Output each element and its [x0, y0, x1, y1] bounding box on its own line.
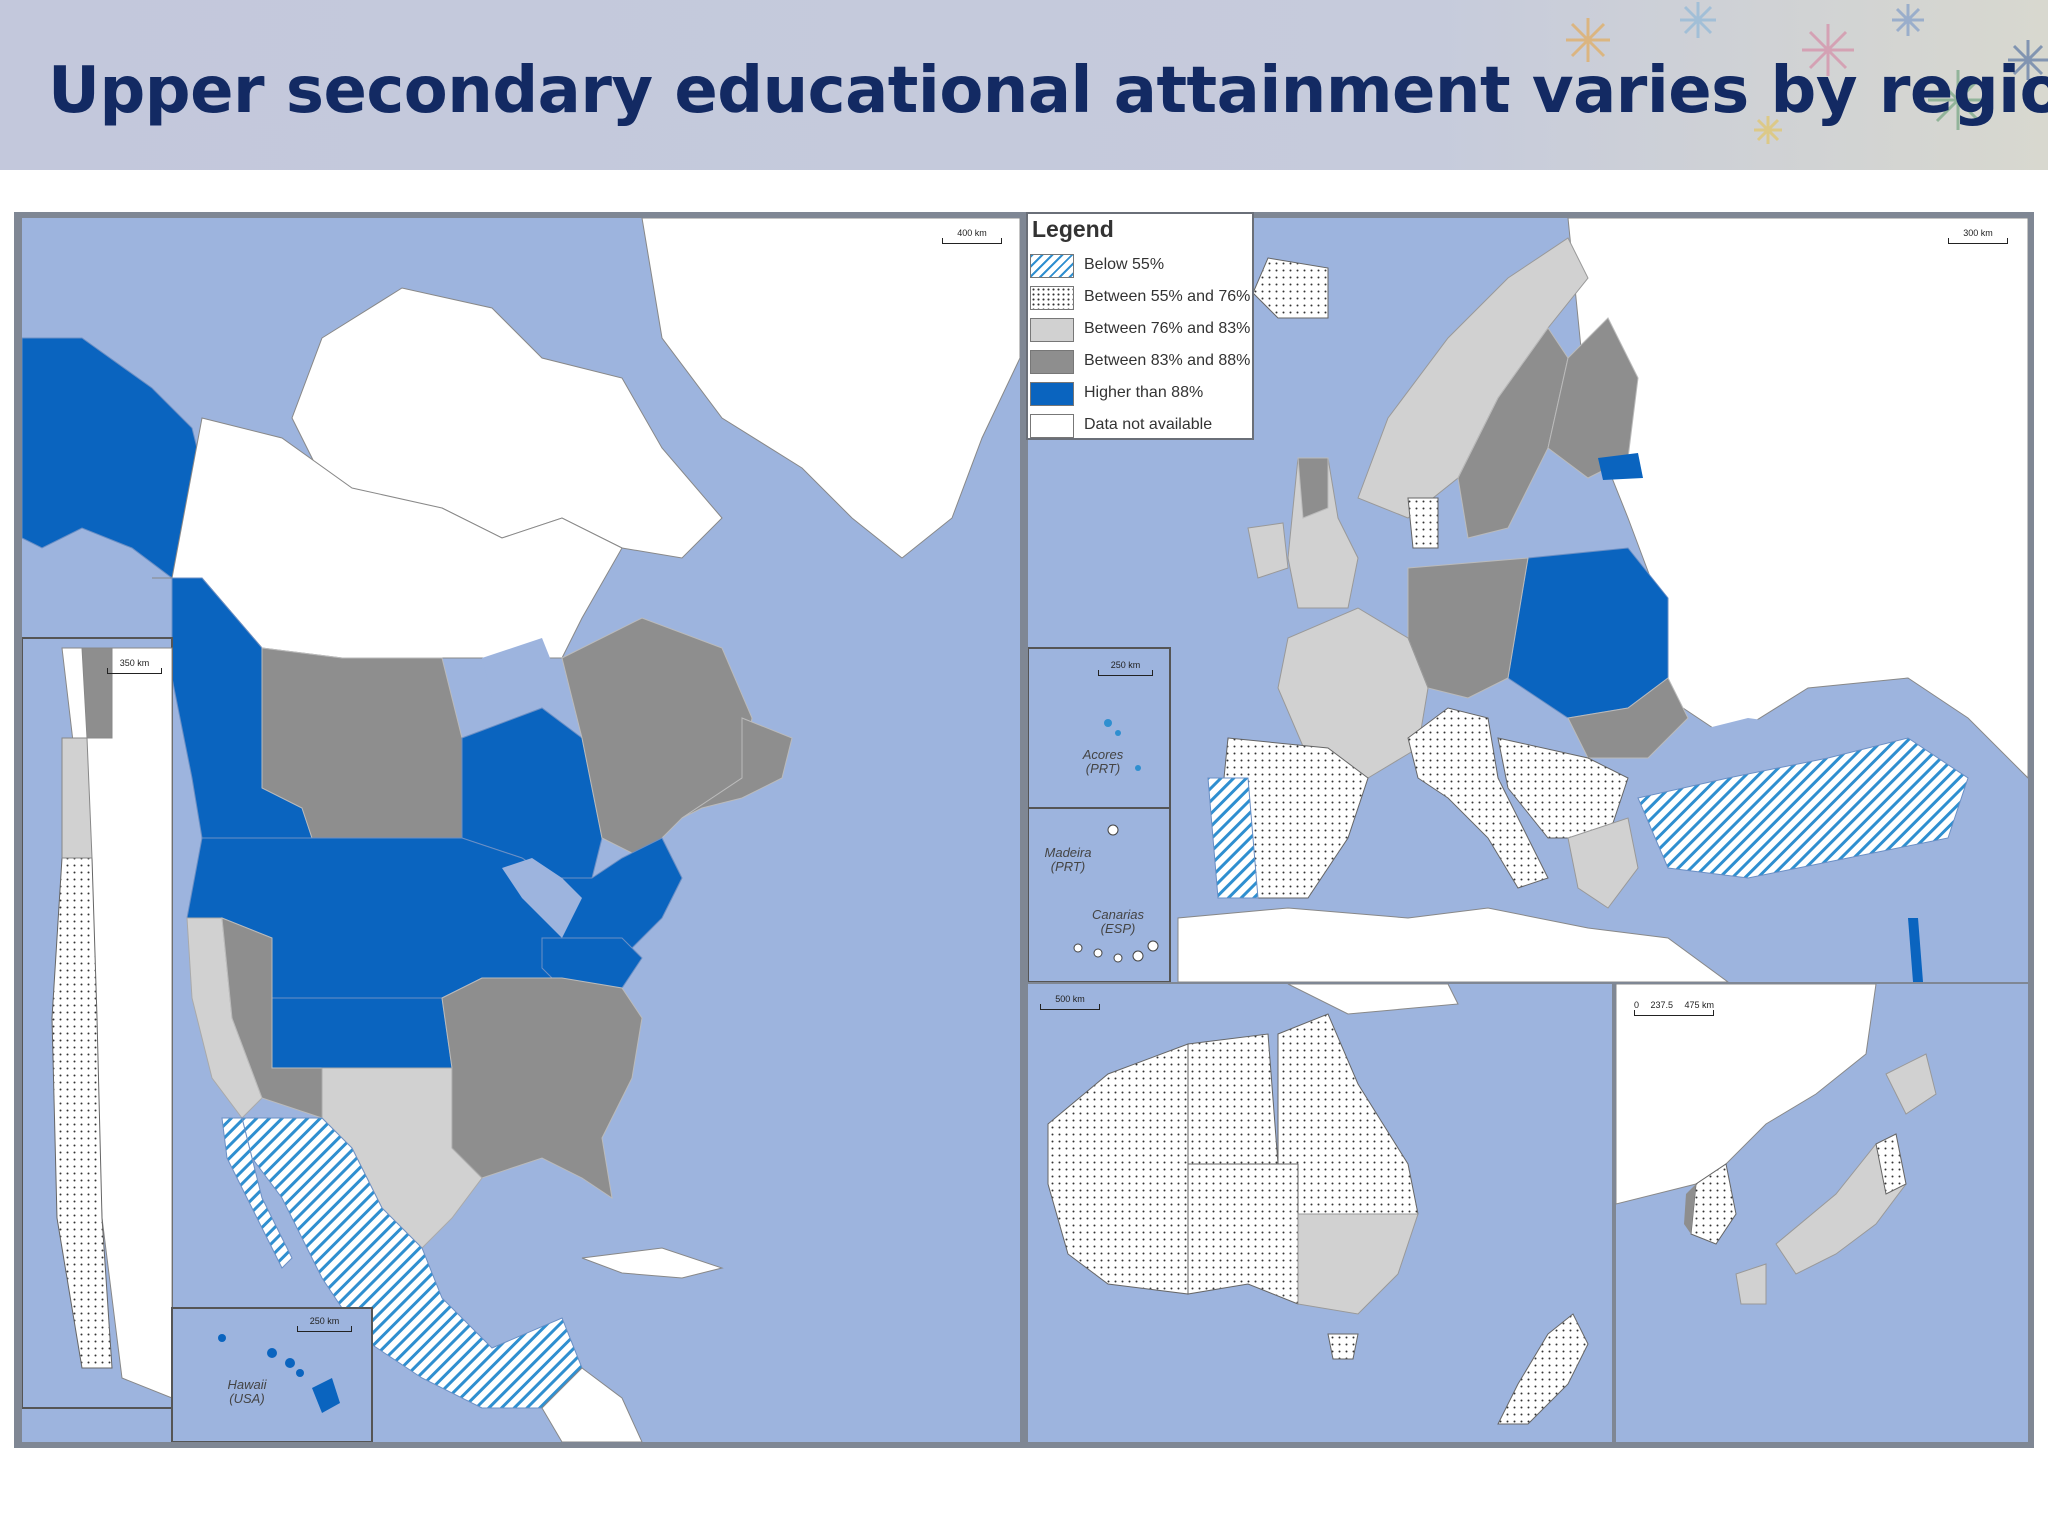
black-sea — [1668, 718, 1818, 768]
scale-label: 500 km — [1055, 994, 1085, 1004]
scale-tick-1: 237.5 — [1650, 1000, 1674, 1010]
south-australia-region — [1187, 1163, 1299, 1305]
us-southern-states-region — [441, 977, 643, 1200]
scale-bar-atlantic: 250 km — [1098, 660, 1153, 676]
hudson-bay — [482, 638, 562, 708]
azores-label: Acores (PRT) — [1082, 747, 1124, 776]
scale-tick-0: 0 — [1634, 1000, 1640, 1010]
legend-title: Legend — [1032, 216, 1114, 242]
central-america-region — [541, 1367, 643, 1442]
western-australia-region — [1047, 1043, 1189, 1295]
madeira-label: Madeira (PRT) — [1044, 845, 1092, 874]
atlantic-canada-region — [681, 717, 793, 819]
legend-swatch — [1030, 414, 1074, 438]
scale-bar-hawaii: 250 km — [297, 1316, 352, 1332]
legend-label: Between 76% and 83% — [1084, 320, 1251, 337]
scale-label: 300 km — [1963, 228, 1993, 238]
scale-bar-australia: 500 km — [1040, 994, 1100, 1010]
scale-label: 250 km — [1110, 660, 1141, 670]
chile-north-region — [61, 737, 93, 859]
map-north-america[interactable]: 400 km 350 km 250 km Hawaii (USA) — [22, 218, 1020, 1442]
atlantic-islands-inset-box — [1028, 647, 1171, 982]
queensland-region — [1277, 1013, 1419, 1215]
greenland-region — [641, 218, 1020, 559]
eastern-europe-nodata-region — [1567, 218, 2028, 779]
alaska-region — [22, 337, 203, 579]
chile-top-region — [81, 647, 113, 739]
slide-header: Upper secondary educational attainment v… — [0, 0, 2048, 170]
papua-region — [1287, 984, 1459, 1015]
map-east-asia[interactable]: 0 237.5 475 km — [1616, 984, 2028, 1442]
scale-label: 250 km — [309, 1316, 340, 1326]
legend-swatch — [1030, 254, 1074, 278]
scale-bar-europe: 300 km — [1948, 228, 2008, 244]
scale-bar-chile: 350 km — [107, 658, 162, 674]
legend-label: Data not available — [1084, 416, 1213, 433]
map-europe[interactable]: 300 km 250 km Acores (PRT) Madeira (PRT)… — [1028, 218, 2028, 982]
flower-decoration-icon — [1566, 2, 2048, 144]
legend-label: Between 55% and 76% — [1084, 288, 1251, 305]
hawaii-inset-box — [171, 1307, 373, 1442]
korea-region — [1690, 1163, 1737, 1245]
new-zealand-region — [1497, 1313, 1589, 1425]
australia-map — [1047, 984, 1589, 1425]
israel-region — [1908, 918, 1923, 982]
legend-swatch — [1030, 286, 1074, 310]
great-lakes — [502, 858, 582, 938]
asian-mainland-region — [1616, 984, 1877, 1205]
italy-region — [1407, 707, 1549, 889]
north-america-map — [22, 218, 1020, 1442]
ireland-region — [1247, 522, 1289, 579]
scale-tick-2: 475 km — [1684, 1000, 1714, 1010]
scale-label: 350 km — [119, 658, 150, 668]
legend-label: Between 83% and 88% — [1084, 352, 1251, 369]
slide-title: Upper secondary educational attainment v… — [48, 54, 2048, 128]
baja-region — [221, 1117, 293, 1269]
legend-swatch — [1030, 350, 1074, 374]
hawaii-label: Hawaii (USA) — [227, 1377, 267, 1406]
europe-map — [1028, 218, 2028, 982]
tasmania-region — [1327, 1333, 1359, 1360]
legend-label: Higher than 88% — [1084, 384, 1204, 401]
map-australia[interactable]: 500 km — [1028, 984, 1612, 1442]
cuba-region — [581, 1247, 724, 1279]
scale-label: 400 km — [957, 228, 987, 238]
hawaii-region — [312, 1378, 340, 1413]
scale-bar-east-asia: 0 237.5 475 km — [1634, 1000, 1714, 1016]
canarias-label: Canarias (ESP) — [1091, 907, 1145, 936]
scale-bar-north-america: 400 km — [942, 228, 1002, 244]
estonia-region — [1598, 453, 1643, 480]
turkey-region — [1637, 737, 1969, 879]
new-south-wales-region — [1297, 1213, 1419, 1315]
kyushu-region — [1735, 1263, 1767, 1305]
northern-territory-region — [1187, 1033, 1279, 1165]
greece-region — [1567, 817, 1639, 909]
korea-north-region — [1684, 1184, 1696, 1234]
east-asia-map — [1616, 984, 1937, 1305]
portugal-region — [1207, 777, 1259, 899]
denmark-region — [1407, 497, 1439, 549]
hokkaido-region — [1885, 1053, 1937, 1115]
legend-label: Below 55% — [1084, 256, 1165, 273]
iceland-region — [1252, 257, 1329, 319]
poland-region — [1507, 547, 1669, 719]
japan-north-honshu-region — [1875, 1133, 1907, 1195]
us-central-states-region — [271, 997, 453, 1069]
scotland-region — [1297, 457, 1329, 519]
map-legend: Legend Below 55% Between 55% and 76% Bet… — [1026, 212, 1254, 440]
north-africa-region — [1177, 907, 1729, 982]
legend-swatch — [1030, 318, 1074, 342]
legend-swatch — [1030, 382, 1074, 406]
chile-region — [51, 857, 113, 1369]
norway-region — [1357, 237, 1589, 519]
